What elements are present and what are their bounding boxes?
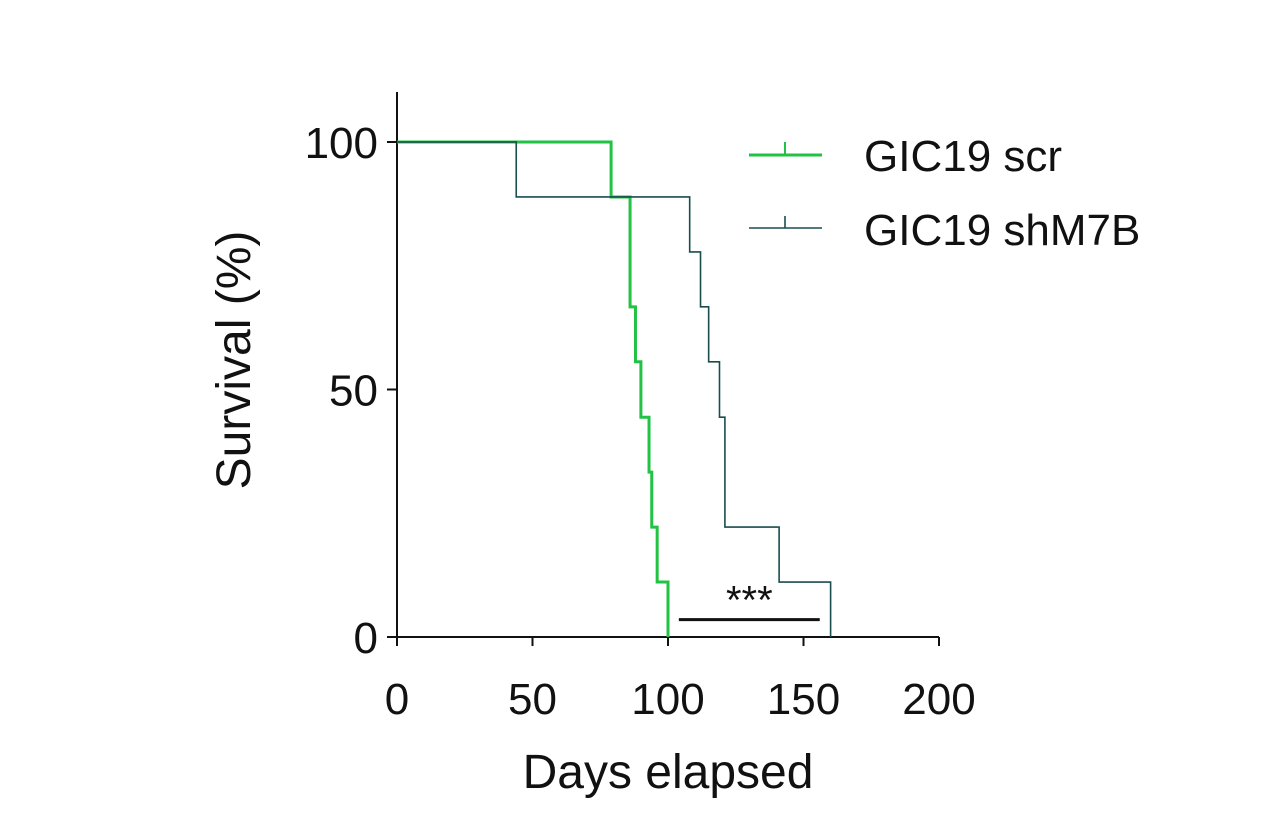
x-tick-label: 200 — [902, 675, 975, 724]
x-axis-title: Days elapsed — [523, 746, 814, 799]
y-tick-label: 50 — [329, 367, 378, 416]
legend-item-shm7b: GIC19 shM7B — [749, 206, 1140, 255]
legend-label-scr: GIC19 scr — [864, 132, 1062, 181]
x-ticks: 0 50 100 150 200 — [385, 637, 976, 724]
y-tick-label: 100 — [305, 119, 378, 168]
significance-annotation: *** — [678, 579, 820, 623]
y-tick-label: 0 — [354, 614, 378, 663]
x-tick-label: 0 — [385, 675, 409, 724]
x-tick-label: 150 — [767, 675, 840, 724]
y-ticks: 0 50 100 — [305, 119, 397, 663]
series-line-shm7b — [397, 141, 832, 637]
legend-label-shm7b: GIC19 shM7B — [864, 206, 1140, 255]
legend-item-scr: GIC19 scr — [749, 132, 1062, 181]
legend: GIC19 scr GIC19 shM7B — [749, 132, 1140, 255]
significance-stars: *** — [726, 579, 773, 623]
y-axis-title: Survival (%) — [208, 231, 261, 490]
x-tick-label: 100 — [631, 675, 704, 724]
series-layer — [397, 140, 832, 637]
x-tick-label: 50 — [508, 675, 557, 724]
